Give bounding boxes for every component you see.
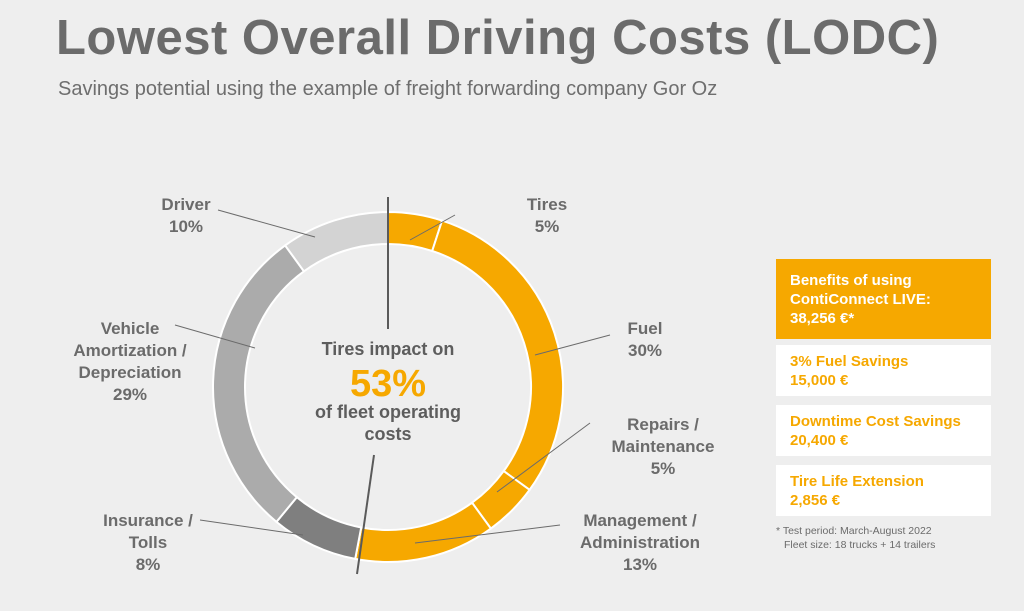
- footnote-line2: Fleet size: 18 trucks + 14 trailers: [784, 539, 936, 551]
- slice-label-line: Vehicle: [101, 319, 160, 338]
- leader-line: [199, 519, 304, 536]
- page-subtitle: Savings potential using the example of f…: [58, 78, 718, 100]
- slice-label: Vehicle Amortization / Depreciation 29%: [73, 319, 187, 404]
- slice-label: Insurance / Tolls 8%: [103, 511, 193, 574]
- donut-chart: Tires 5% Fuel 30% Repairs / Maintenance 5% Mana…: [73, 195, 715, 575]
- slice-label: Tires 5%: [527, 195, 567, 236]
- slice-label-line: Tires: [527, 195, 567, 214]
- leader-line: [174, 324, 256, 349]
- benefit-value: 20,400 €: [790, 432, 849, 449]
- slice-label-line: Administration: [580, 533, 700, 552]
- slice-label-line: Fuel: [628, 319, 663, 338]
- slice-label-line: Depreciation: [79, 363, 182, 382]
- center-divider-bottom: [356, 454, 375, 575]
- slice-label: Fuel 30%: [628, 319, 663, 360]
- slice-label-line: 5%: [535, 217, 560, 236]
- donut-slice-vehicle-amortization-depreciation: [212, 244, 306, 524]
- leader-line: [217, 209, 316, 238]
- benefit-name: Tire Life Extension: [790, 473, 924, 490]
- slice-label-line: 5%: [651, 459, 676, 478]
- benefits-summary-line1: Benefits of using: [790, 272, 912, 289]
- benefit-value: 2,856 €: [790, 492, 841, 509]
- benefit-box-downtime: Downtime Cost Savings 20,400 €: [776, 405, 991, 456]
- slice-label-line: 30%: [628, 341, 662, 360]
- benefit-box-tire-life: Tire Life Extension 2,856 €: [776, 465, 991, 516]
- benefits-summary-line2: ContiConnect LIVE:: [790, 291, 931, 308]
- benefit-value: 15,000 €: [790, 372, 849, 389]
- slice-label-line: 13%: [623, 555, 657, 574]
- donut-slice-driver: [283, 210, 389, 273]
- slice-label-line: 8%: [136, 555, 161, 574]
- slice-label-line: Driver: [161, 195, 211, 214]
- center-line1: Tires impact on: [322, 339, 455, 359]
- center-line2: of fleet operating: [315, 402, 461, 422]
- center-line3: costs: [364, 424, 411, 444]
- page-title: Lowest Overall Driving Costs (LODC): [56, 11, 940, 65]
- slice-label: Driver 10%: [161, 195, 211, 236]
- donut-slice-management-administration: [354, 501, 493, 563]
- benefit-name: 3% Fuel Savings: [790, 353, 909, 370]
- benefits-summary-total: 38,256 €*: [790, 310, 855, 327]
- slice-label-line: 10%: [169, 217, 203, 236]
- center-value: 53%: [350, 363, 426, 405]
- slice-label-line: Tolls: [129, 533, 167, 552]
- benefits-summary-box: Benefits of using ContiConnect LIVE: 38,…: [776, 259, 991, 339]
- leader-line: [534, 334, 611, 356]
- leader-line: [409, 214, 456, 241]
- slice-label-line: Insurance /: [103, 511, 193, 530]
- slice-label-line: Amortization /: [73, 341, 187, 360]
- footnote: * Test period: March-August 2022 Fleet s…: [776, 524, 935, 552]
- slice-label-line: Management /: [583, 511, 697, 530]
- slice-label-line: Repairs /: [627, 415, 699, 434]
- footnote-line1: * Test period: March-August 2022: [776, 525, 932, 537]
- slice-label-line: 29%: [113, 385, 147, 404]
- leader-line: [414, 524, 561, 544]
- slice-label-line: Maintenance: [612, 437, 715, 456]
- leader-line: [496, 422, 591, 493]
- benefit-box-fuel: 3% Fuel Savings 15,000 €: [776, 345, 991, 396]
- slice-label: Repairs / Maintenance 5%: [612, 415, 715, 478]
- benefit-name: Downtime Cost Savings: [790, 413, 961, 430]
- slice-label: Management / Administration 13%: [580, 511, 700, 574]
